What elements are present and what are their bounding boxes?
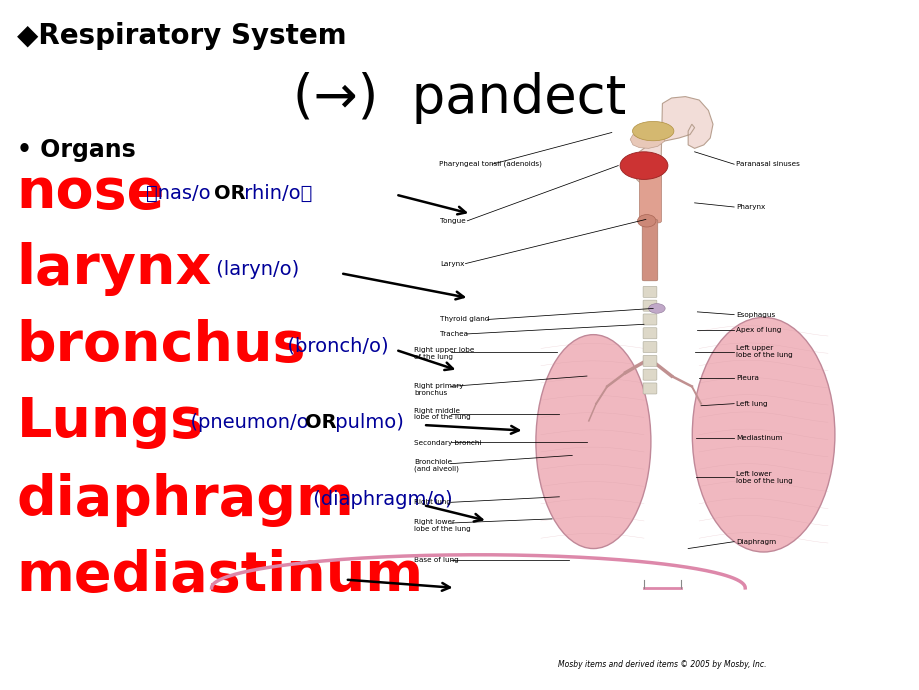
Text: (bronch/o): (bronch/o) xyxy=(275,337,388,356)
Ellipse shape xyxy=(648,304,664,313)
Text: pulmo): pulmo) xyxy=(329,413,403,432)
Text: Left upper
lobe of the lung: Left upper lobe of the lung xyxy=(735,346,792,358)
Text: Esophagus: Esophagus xyxy=(735,312,775,317)
Ellipse shape xyxy=(536,335,651,549)
Text: Larynx: Larynx xyxy=(439,261,463,266)
FancyBboxPatch shape xyxy=(642,300,656,311)
FancyBboxPatch shape xyxy=(641,219,657,281)
Text: mediastinum: mediastinum xyxy=(17,549,424,603)
Text: OR: OR xyxy=(305,413,336,432)
Text: Right upper lobe
of the lung: Right upper lobe of the lung xyxy=(414,348,474,360)
FancyBboxPatch shape xyxy=(642,314,656,325)
Text: ◆Respiratory System: ◆Respiratory System xyxy=(17,22,346,50)
FancyBboxPatch shape xyxy=(642,355,656,366)
Text: • Organs: • Organs xyxy=(17,138,135,162)
Text: larynx: larynx xyxy=(17,242,211,296)
Text: rhin/o）: rhin/o） xyxy=(238,184,312,203)
Text: Pharynx: Pharynx xyxy=(735,204,765,210)
Text: Thyroid gland: Thyroid gland xyxy=(439,317,489,322)
Text: Lungs: Lungs xyxy=(17,395,203,449)
Text: Diaphragm: Diaphragm xyxy=(735,539,776,544)
Text: (pneumon/o: (pneumon/o xyxy=(178,413,314,432)
Text: bronchus: bronchus xyxy=(17,319,306,373)
Text: Trachea: Trachea xyxy=(439,331,467,337)
Text: Mosby items and derived items © 2005 by Mosby, Inc.: Mosby items and derived items © 2005 by … xyxy=(558,660,766,669)
FancyBboxPatch shape xyxy=(642,328,656,339)
Text: Pharyngeal tonsil (adenoids): Pharyngeal tonsil (adenoids) xyxy=(438,161,541,168)
Text: Secondary bronchi: Secondary bronchi xyxy=(414,440,481,446)
Ellipse shape xyxy=(692,317,834,552)
Text: OR: OR xyxy=(214,184,245,203)
Text: Right lower
lobe of the lung: Right lower lobe of the lung xyxy=(414,520,471,532)
FancyBboxPatch shape xyxy=(642,369,656,380)
Text: Bronchiole
(and alveoli): Bronchiole (and alveoli) xyxy=(414,459,459,473)
Text: Paranasal sinuses: Paranasal sinuses xyxy=(735,161,799,167)
Text: (laryn/o): (laryn/o) xyxy=(210,259,300,279)
Text: (→)  pandect: (→) pandect xyxy=(293,72,626,124)
Text: Tongue: Tongue xyxy=(439,218,465,224)
Text: Right middle
lobe of the lung: Right middle lobe of the lung xyxy=(414,408,471,420)
Ellipse shape xyxy=(632,121,674,141)
Text: Left lung: Left lung xyxy=(735,401,766,406)
Text: Left lower
lobe of the lung: Left lower lobe of the lung xyxy=(735,471,792,484)
Text: Pleura: Pleura xyxy=(735,375,758,381)
FancyBboxPatch shape xyxy=(639,164,661,223)
Text: diaphragm: diaphragm xyxy=(17,473,354,526)
Polygon shape xyxy=(630,130,666,148)
Text: （nas/o: （nas/o xyxy=(145,184,216,203)
Text: Mediastinum: Mediastinum xyxy=(735,435,782,441)
Text: Apex of lung: Apex of lung xyxy=(735,327,780,333)
Ellipse shape xyxy=(619,152,667,179)
Text: Right lung: Right lung xyxy=(414,500,450,505)
Text: Right primary
bronchus: Right primary bronchus xyxy=(414,383,463,395)
Text: (diaphragm/o): (diaphragm/o) xyxy=(307,490,452,509)
Text: nose: nose xyxy=(17,166,165,220)
Ellipse shape xyxy=(637,215,655,227)
FancyBboxPatch shape xyxy=(642,342,656,353)
Polygon shape xyxy=(634,97,712,190)
FancyBboxPatch shape xyxy=(642,383,656,394)
FancyBboxPatch shape xyxy=(642,286,656,297)
Text: Base of lung: Base of lung xyxy=(414,558,459,563)
